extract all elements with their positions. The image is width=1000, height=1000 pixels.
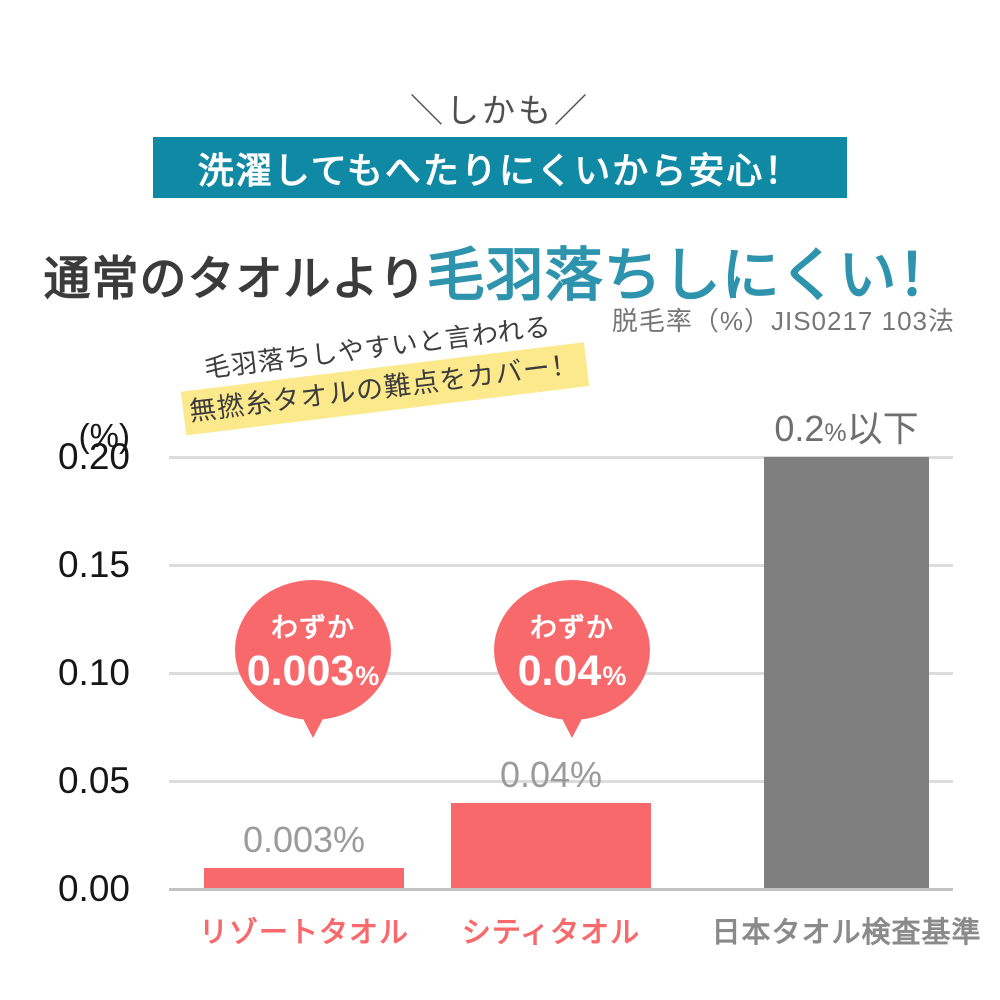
banner-text: 洗濯してもへたりにくいから安心！: [197, 149, 803, 191]
bar-value-label: 0.2%以下: [774, 409, 918, 453]
category-label-2: シティタオル: [461, 917, 641, 949]
y-gridline: [169, 780, 953, 783]
bar-1: [204, 868, 404, 888]
bar-2: [451, 802, 651, 888]
y-tick-label: 0.10: [57, 652, 130, 693]
category-label-3: 日本タオル検査基準: [711, 917, 982, 949]
callout-value: 0.04: [517, 647, 602, 695]
value-label-percent-small: %: [824, 419, 847, 447]
callout-value-line: 0.003%: [247, 647, 380, 696]
kicker-text: ＼しかも／: [410, 92, 590, 129]
page-title-accent: 毛羽落ちしにくい！: [426, 243, 957, 308]
bar-value-label: 0.04%: [499, 753, 603, 795]
callout-unit: %: [602, 661, 627, 691]
y-tick-label: 0.20: [57, 436, 130, 477]
y-tick-label: 0.15: [57, 544, 130, 585]
y-axis-unit-label: (%): [78, 417, 130, 454]
y-gridline: [169, 564, 953, 567]
callout-prefix: わずか: [271, 613, 355, 643]
banner: 洗濯してもへたりにくいから安心！: [153, 137, 847, 198]
method-note: 脱毛率（%）JIS0217 103法: [611, 306, 955, 336]
callout-value-line: 0.04%: [518, 647, 627, 696]
callout-unit: %: [355, 661, 380, 691]
value-label-text: 以下: [846, 408, 919, 449]
page-title-normal: 通常のタオルより: [43, 252, 427, 305]
callout-body: わずか 0.003%: [235, 580, 391, 720]
callout-bubble-1: わずか 0.003%: [235, 580, 391, 740]
y-tick-label: 0.05: [57, 760, 130, 801]
value-label-text: 0.003%: [242, 819, 366, 860]
page-title: 通常のタオルより 毛羽落ちしにくい！: [0, 228, 1000, 312]
x-axis-line: [169, 888, 953, 891]
bar-3: [764, 457, 929, 888]
callout-body: わずか 0.04%: [494, 580, 650, 720]
y-gridline: [169, 456, 953, 459]
value-label-text: 0.04%: [499, 753, 603, 795]
value-label-text: 0.2: [774, 408, 825, 449]
callout-value: 0.003: [246, 647, 355, 695]
bar-value-label: 0.003%: [243, 820, 365, 860]
y-tick-label: 0.00: [57, 868, 130, 909]
callout-prefix: わずか: [530, 613, 614, 643]
callout-bubble-2: わずか 0.04%: [494, 580, 650, 740]
category-label-1: リゾートタオル: [198, 917, 410, 949]
